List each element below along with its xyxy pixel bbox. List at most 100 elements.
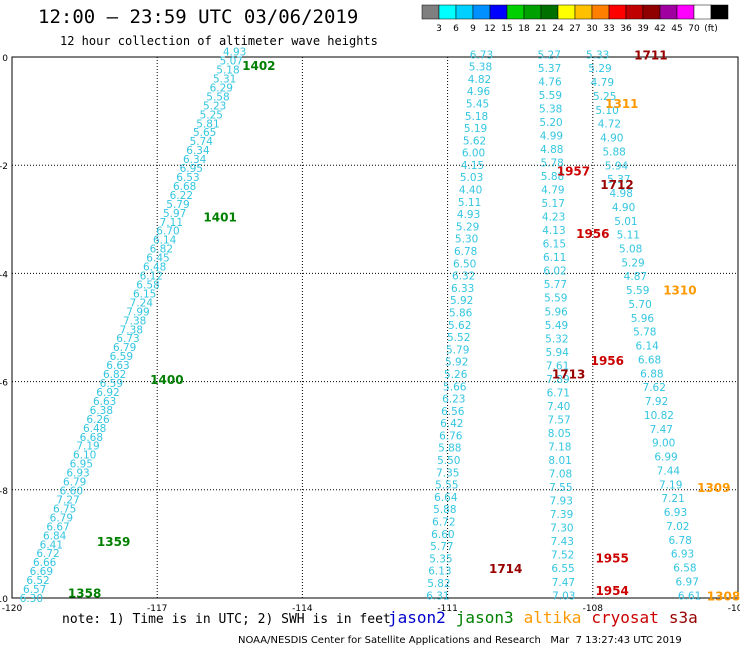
- wave-height-value: 7.44: [657, 465, 681, 477]
- wave-height-value: 4.79: [541, 185, 564, 197]
- satellite-legend-item: altika: [523, 608, 582, 627]
- wave-height-value: 6.22: [170, 190, 193, 202]
- pass-number-label: 1956: [576, 227, 609, 241]
- color-scale-label: 15: [501, 24, 512, 34]
- wave-height-value: 4.82: [468, 74, 491, 86]
- wave-height-value: 4.98: [610, 188, 633, 200]
- wave-height-value: 5.01: [614, 216, 637, 228]
- units-note: note: 1) Time is in UTC; 2) SWH is in fe…: [62, 612, 391, 627]
- wave-height-value: 6.72: [432, 517, 455, 529]
- wave-height-value: 5.88: [438, 443, 461, 455]
- color-scale-label: 18: [518, 24, 530, 34]
- wave-height-value: 7.03: [552, 590, 575, 602]
- wave-height-value: 6.29: [210, 82, 233, 94]
- wave-height-value: 6.78: [668, 535, 691, 547]
- wave-height-value: 6.72: [36, 548, 59, 560]
- color-scale-label: 33: [603, 24, 614, 34]
- wave-height-value: 6.58: [136, 279, 159, 291]
- wave-height-value: 6.79: [113, 342, 136, 354]
- wave-height-value: 5.59: [544, 293, 567, 305]
- wave-height-value: 7.47: [650, 424, 673, 436]
- wave-height-value: 5.08: [619, 244, 642, 256]
- wave-height-value: 7.18: [548, 442, 571, 454]
- wave-height-value: 4.96: [467, 86, 491, 98]
- wave-height-value: 10.82: [644, 410, 674, 422]
- wave-height-value: 6.14: [635, 341, 659, 353]
- wave-height-value: 6.50: [453, 258, 476, 270]
- wave-height-value: 9.00: [652, 438, 675, 450]
- x-tick-label: -117: [147, 604, 167, 614]
- pass-number-label: 1954: [595, 584, 628, 598]
- wave-height-value: 5.81: [196, 118, 219, 130]
- wave-height-value: 5.07: [220, 56, 243, 68]
- wave-height-value: 5.29: [456, 221, 479, 233]
- wave-height-value: 6.63: [106, 360, 129, 372]
- wave-height-value: 5.27: [538, 49, 561, 61]
- pass-number-label: 1358: [68, 587, 101, 601]
- wave-height-value: 4.93: [457, 209, 480, 221]
- wave-height-value: 6.95: [70, 459, 93, 471]
- wave-height-value: 5.94: [546, 347, 570, 359]
- wave-height-value: 5.38: [539, 103, 562, 115]
- wave-height-value: 5.78: [540, 157, 563, 169]
- wave-height-value: 4.13: [542, 225, 565, 237]
- satellite-legend: jason2 jason3 altika cryosat s3a: [388, 608, 708, 627]
- wave-height-value: 7.02: [666, 521, 689, 533]
- wave-height-value: 6.61: [678, 590, 701, 602]
- color-scale-label: 3: [436, 24, 442, 34]
- wave-height-value: 5.58: [206, 91, 229, 103]
- color-scale-label: 12: [484, 24, 495, 34]
- wave-height-value: 5.30: [455, 234, 478, 246]
- wave-height-value: 6.53: [176, 172, 199, 184]
- wave-height-value: 6.13: [428, 566, 451, 578]
- wave-height-value: 6.66: [33, 557, 57, 569]
- wave-height-value: 5.79: [166, 199, 189, 211]
- wave-height-value: 6.92: [96, 387, 119, 399]
- pass-number-label: 1955: [595, 551, 628, 565]
- wave-height-value: 6.56: [441, 406, 465, 418]
- wave-height-value: 7.55: [549, 482, 572, 494]
- pass-number-label: 1400: [150, 373, 183, 387]
- wave-height-value: 6.14: [153, 235, 177, 247]
- wave-height-value: 6.82: [150, 244, 173, 256]
- wave-height-value: 6.59: [110, 351, 133, 363]
- wave-height-value: 5.25: [200, 109, 223, 121]
- wave-height-value: 5.74: [190, 136, 214, 148]
- wave-height-value: 7.62: [643, 382, 666, 394]
- wave-height-value: 6.52: [26, 575, 49, 587]
- pass-number-label: 1711: [634, 48, 667, 62]
- color-scale-label: 42: [654, 24, 665, 34]
- wave-height-value: 6.68: [638, 354, 661, 366]
- wave-height-value: 5.03: [460, 172, 483, 184]
- wave-height-value: 5.79: [446, 344, 469, 356]
- pass-number-label: 1309: [697, 481, 730, 495]
- wave-height-value: 6.60: [431, 529, 454, 541]
- pass-number-label: 1359: [97, 535, 130, 549]
- wave-height-value: 5.37: [538, 63, 561, 75]
- wave-height-value: 5.82: [427, 578, 450, 590]
- wave-height-value: 4.93: [223, 47, 246, 59]
- color-scale-label: 39: [637, 24, 649, 34]
- wave-height-value: 5.97: [163, 208, 186, 220]
- color-scale-label: 70: [688, 24, 700, 34]
- wave-height-value: 5.49: [545, 320, 568, 332]
- wave-height-value: 5.59: [539, 90, 562, 102]
- wave-height-value: 6.34: [186, 145, 210, 157]
- wave-height-value: 4.88: [540, 144, 563, 156]
- wave-height-value: 7.19: [659, 479, 682, 491]
- wave-height-value: 7.61: [546, 360, 569, 372]
- wave-height-value: 7.47: [552, 577, 575, 589]
- x-tick-label: -108: [583, 604, 604, 614]
- wave-height-value: 6.79: [63, 477, 86, 489]
- page-subtitle: 12 hour collection of altimeter wave hei…: [60, 34, 378, 48]
- color-scale-label: 6: [453, 24, 459, 34]
- wave-height-value: 5.33: [586, 49, 609, 61]
- wave-height-value: 6.31: [426, 590, 449, 602]
- y-tick-label: -8: [0, 487, 8, 497]
- wave-height-value: 6.26: [86, 414, 110, 426]
- wave-height-value: 5.10: [595, 105, 618, 117]
- wave-height-value: 7.35: [436, 467, 459, 479]
- wave-height-value: 5.37: [607, 174, 630, 186]
- color-scale-label: 45: [671, 24, 682, 34]
